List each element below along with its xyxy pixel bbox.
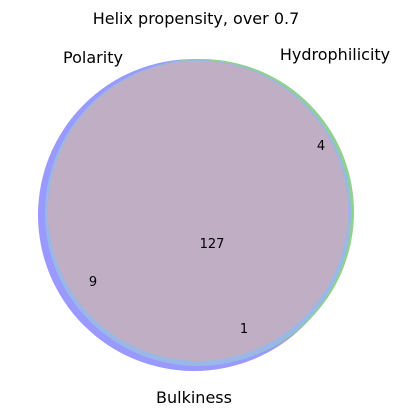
count-all-three: 127 <box>200 237 225 252</box>
set-label-bulkiness: Bulkiness <box>156 388 232 407</box>
set-label-polarity: Polarity <box>63 48 123 67</box>
triple-overlap-region <box>48 61 348 361</box>
set-label-hydrophilicity: Hydrophilicity <box>280 45 390 64</box>
count-polarity-only: 9 <box>89 275 97 290</box>
count-bulkiness-only: 1 <box>240 322 248 337</box>
diagram-title: Helix propensity, over 0.7 <box>93 9 300 28</box>
count-hydrophilicity-only: 4 <box>317 139 325 154</box>
